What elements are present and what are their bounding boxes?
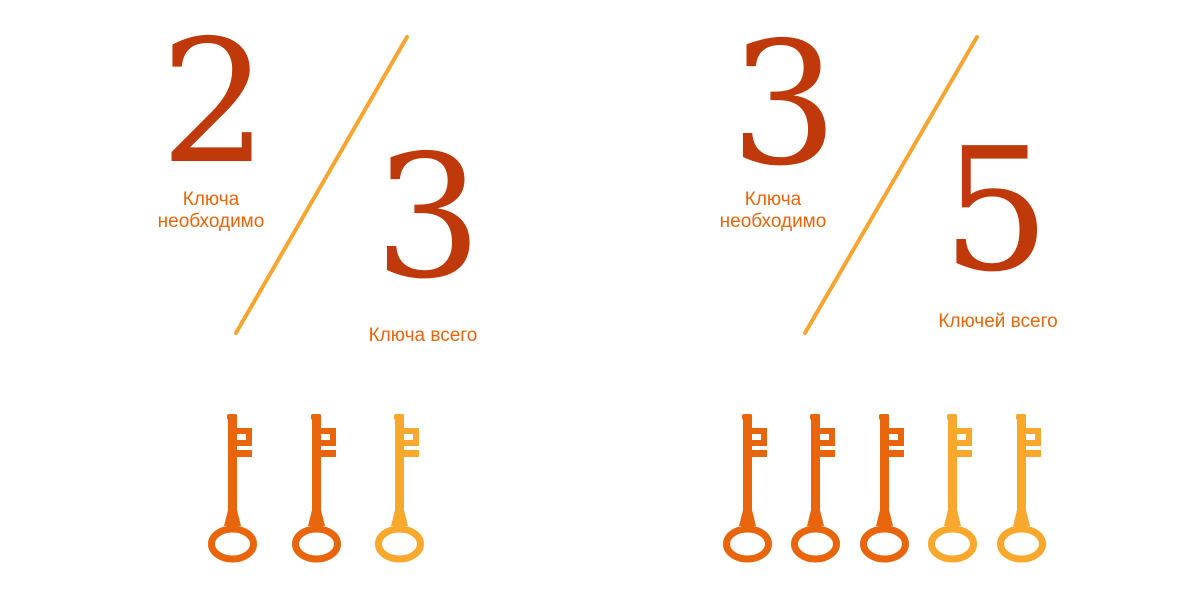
- numerator-required-keys: 2: [160, 4, 269, 202]
- numerator-caption-line1: Ключа: [182, 189, 240, 210]
- extra-key-icon: [992, 410, 1052, 570]
- required-key-icon: [203, 410, 263, 570]
- fraction-panel-left: 2 Ключа необходимо 3 Ключа всего: [0, 4, 600, 570]
- numerator-caption: Ключа необходимо: [141, 189, 281, 233]
- keys-row-left: [0, 410, 600, 570]
- required-key-icon: [855, 410, 915, 570]
- required-key-icon: [287, 410, 347, 570]
- denominator-caption: Ключей всего: [938, 311, 1058, 332]
- numerator-caption-line2: необходимо: [719, 211, 827, 232]
- extra-key-icon: [923, 410, 983, 570]
- fraction-panel-right: 3 Ключа необходимо 5 Ключей всего: [600, 0, 1200, 600]
- extra-key-icon: [370, 410, 430, 570]
- denominator-caption: Ключа всего: [368, 325, 478, 346]
- required-key-icon: [786, 410, 846, 570]
- denominator-total-keys: 3: [374, 119, 483, 317]
- numerator-caption: Ключа необходимо: [703, 189, 843, 233]
- denominator-total-keys: 5: [942, 112, 1051, 310]
- keys-row-right: [600, 410, 1200, 570]
- required-key-icon: [718, 410, 778, 570]
- numerator-caption-line2: необходимо: [157, 211, 265, 232]
- numerator-required-keys: 3: [730, 6, 839, 204]
- numerator-caption-line1: Ключа: [744, 189, 802, 210]
